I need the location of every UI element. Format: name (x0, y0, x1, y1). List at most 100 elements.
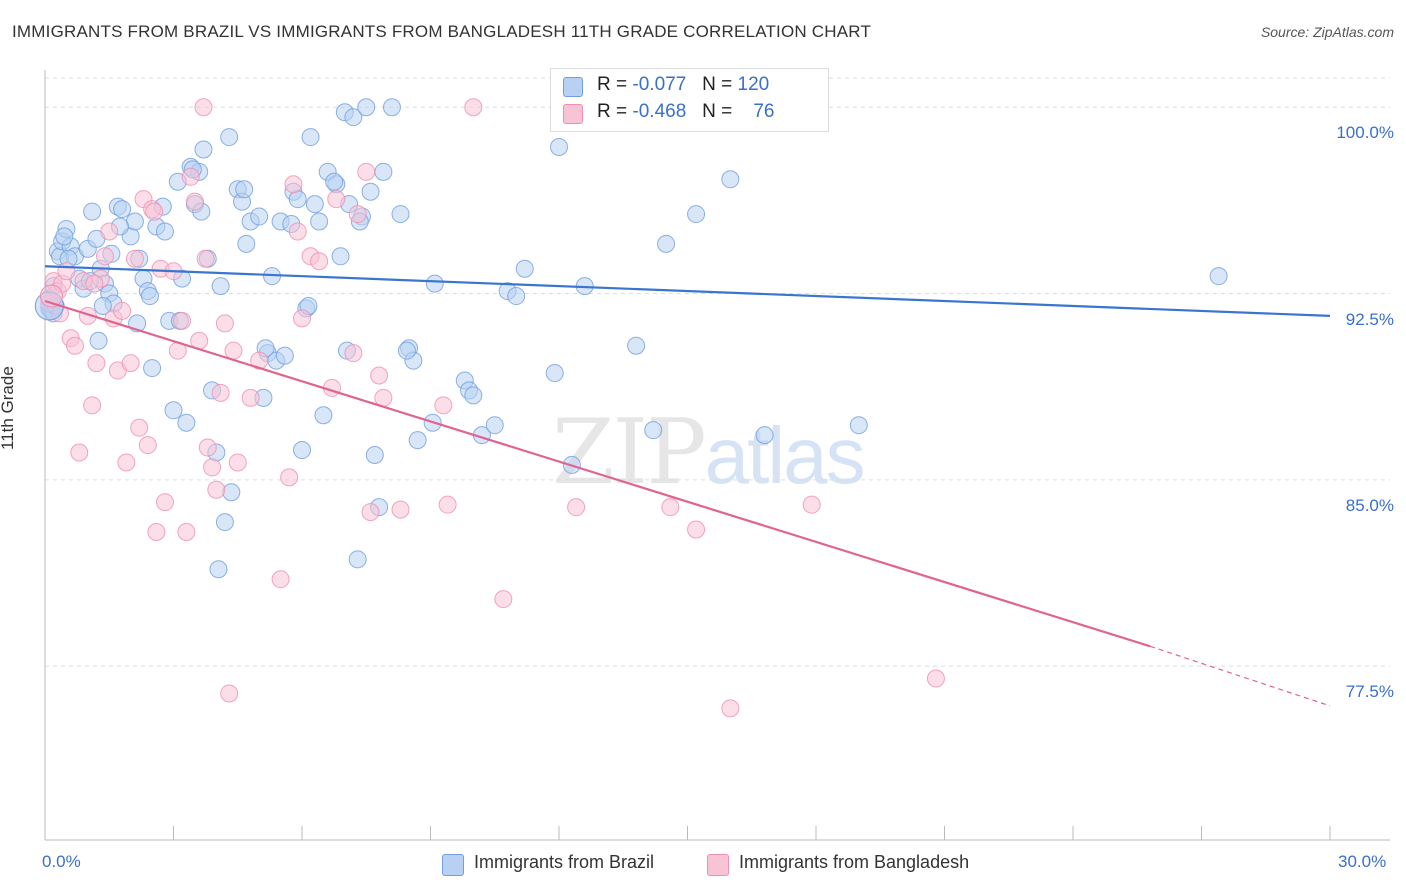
legend-swatch-brazil (563, 77, 583, 97)
point-bangladesh-46 (271, 570, 290, 589)
point-bangladesh-44 (241, 388, 260, 407)
point-brazil-60 (301, 128, 320, 147)
point-brazil-55 (275, 346, 294, 365)
point-brazil-31 (164, 401, 183, 420)
point-brazil-42 (211, 277, 230, 296)
point-brazil-73 (361, 182, 380, 201)
point-bangladesh-50 (293, 309, 311, 328)
source-credit: Source: ZipAtlas.com (1260, 24, 1394, 40)
point-bangladesh-69 (721, 699, 740, 718)
point-bangladesh-33 (185, 192, 204, 211)
point-bangladesh-59 (370, 366, 389, 385)
trendline-bangladesh (44, 299, 1151, 648)
point-bangladesh-70 (802, 495, 821, 514)
point-brazil-113 (140, 287, 159, 306)
legend-n-value-brazil: 120 (737, 74, 770, 95)
point-brazil-89 (515, 259, 534, 278)
point-brazil-34 (177, 413, 196, 432)
point-bangladesh-39 (211, 383, 230, 402)
point-brazil-70 (348, 550, 367, 569)
point-brazil-49 (250, 207, 269, 226)
point-brazil-88 (507, 287, 526, 306)
legend-n-label-bangladesh: N = (702, 101, 733, 122)
legend-r-value-brazil: -0.077 (632, 74, 687, 95)
point-bangladesh-62 (434, 396, 453, 415)
trendline-brazil (44, 265, 1331, 318)
point-bangladesh-27 (155, 493, 174, 512)
point-brazil-99 (721, 170, 740, 189)
y-tick-label-2: 92.5% (1345, 309, 1394, 329)
point-brazil-82 (425, 274, 444, 293)
point-brazil-124 (325, 172, 344, 191)
x-tick-label-0: 0.0% (42, 852, 81, 871)
point-brazil-127 (397, 341, 416, 360)
point-bangladesh-20 (125, 249, 144, 268)
point-brazil-38 (194, 140, 213, 159)
point-bangladesh-66 (567, 498, 586, 517)
point-bangladesh-6 (65, 336, 84, 355)
point-brazil-120 (235, 180, 254, 199)
point-bangladesh-31 (177, 523, 196, 541)
point-bangladesh-4 (57, 262, 76, 281)
point-brazil-61 (305, 195, 324, 214)
point-bangladesh-58 (361, 503, 380, 522)
point-brazil-102 (849, 416, 868, 435)
legend-r-value-bangladesh: -0.468 (632, 101, 687, 122)
point-bangladesh-52 (310, 252, 329, 271)
y-tick-label-3: 100.0% (1336, 123, 1394, 143)
stats-legend: R = -0.077 N = 120 R = -0.468 N = 76 (550, 68, 829, 132)
point-brazil-101 (755, 426, 774, 445)
point-bangladesh-13 (95, 247, 114, 266)
point-brazil-14 (83, 202, 102, 221)
point-brazil-105 (55, 227, 74, 246)
point-bangladesh-37 (203, 458, 222, 477)
legend-r-label-bangladesh: R = (597, 101, 628, 122)
point-bangladesh-65 (494, 590, 513, 609)
watermark: ZIPatlas (552, 400, 866, 505)
point-bangladesh-56 (348, 205, 367, 224)
point-brazil-57 (288, 190, 307, 209)
point-bangladesh-63 (438, 495, 457, 514)
point-bangladesh-18 (117, 453, 136, 472)
point-bangladesh-47 (280, 468, 299, 487)
point-bangladesh-40 (215, 314, 234, 333)
point-bangladesh-42 (224, 341, 243, 360)
point-bangladesh-32 (181, 167, 200, 186)
legend-swatch-bangladesh (563, 104, 583, 124)
point-bangladesh-19 (121, 354, 140, 373)
point-bangladesh-68 (687, 520, 706, 539)
point-bangladesh-67 (661, 498, 680, 517)
point-bangladesh-75 (196, 249, 215, 268)
point-brazil-90 (545, 364, 564, 383)
point-bangladesh-38 (207, 480, 226, 499)
point-bangladesh-21 (130, 418, 149, 437)
point-brazil-85 (464, 386, 483, 405)
point-bangladesh-41 (220, 684, 239, 703)
point-brazil-95 (627, 336, 646, 355)
legend-r-label-brazil: R = (597, 74, 628, 95)
legend-row-brazil: R = -0.077 N = 120 (563, 74, 769, 100)
point-brazil-29 (155, 222, 174, 241)
point-bangladesh-55 (344, 344, 363, 363)
point-brazil-119 (222, 483, 241, 502)
point-brazil-27 (143, 359, 162, 378)
point-bangladesh-73 (85, 274, 104, 293)
point-brazil-63 (314, 406, 333, 425)
point-brazil-23 (125, 212, 144, 231)
point-brazil-62 (310, 212, 329, 231)
y-tick-label-0: 77.5% (1345, 682, 1394, 702)
point-bangladesh-10 (83, 396, 102, 415)
watermark-atlas: atlas (704, 411, 866, 500)
point-brazil-47 (237, 234, 256, 253)
point-bangladesh-61 (391, 500, 410, 519)
point-brazil-129 (485, 416, 504, 435)
point-brazil-44 (220, 128, 239, 147)
point-bangladesh-30 (173, 311, 192, 330)
series-swatch-bangladesh (707, 854, 729, 876)
point-bangladesh-57 (357, 162, 376, 181)
series-swatch-brazil (442, 854, 464, 876)
watermark-zip: ZIP (552, 400, 707, 505)
x-tick-label-1: 30.0% (1338, 852, 1387, 871)
point-brazil-66 (331, 247, 350, 266)
point-brazil-43 (215, 513, 234, 532)
